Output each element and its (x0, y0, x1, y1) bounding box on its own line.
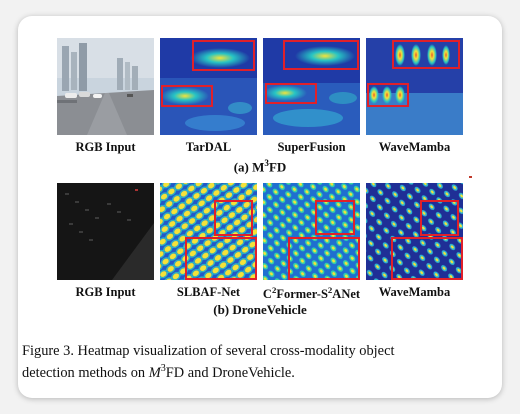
dronevehicle-subfigure-title: (b) DroneVehicle (213, 302, 307, 317)
dronevehicle-label-rgb-input: RGB Input (75, 285, 136, 299)
dronevehicle-rgb-input-image (57, 183, 154, 280)
figure-caption: Figure 3. Heatmap visualization of sever… (22, 342, 494, 382)
dronevehicle-label-slbaf-net: SLBAF-Net (176, 285, 241, 299)
m3fd-tardal-heatmap (160, 38, 257, 135)
m3fd-label-superfusion: SuperFusion (277, 140, 346, 154)
m3fd-superfusion-heatmap (263, 38, 360, 135)
caption-line-1: Figure 3. Heatmap visualization of sever… (22, 343, 395, 359)
m3fd-label-wavemamba: WaveMamba (378, 140, 451, 154)
dronevehicle-c2former-s2anet-heatmap (263, 183, 360, 280)
m3fd-rgb-input-image (57, 38, 154, 135)
dronevehicle-slbaf-net-heatmap (160, 183, 257, 280)
stray-red-mark (469, 176, 472, 178)
dronevehicle-wavemamba-heatmap (366, 183, 463, 280)
m3fd-subfigure-title: (a) M3FD (233, 158, 287, 175)
caption-line-2: detection methods on M3FD and DroneVehic… (22, 363, 295, 381)
m3fd-wavemamba-heatmap (366, 38, 463, 135)
dronevehicle-label-c2former-s2anet: C2Former-S2ANet (262, 285, 361, 302)
dronevehicle-label-wavemamba: WaveMamba (378, 285, 451, 299)
m3fd-label-rgb-input: RGB Input (75, 140, 136, 154)
m3fd-label-tardal: TarDAL (185, 140, 232, 154)
